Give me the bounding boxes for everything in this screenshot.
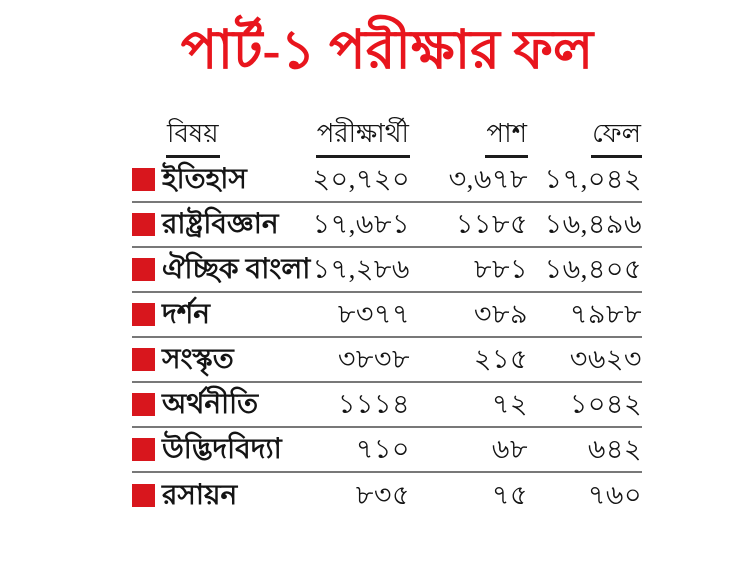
pass-value: ৩৮৯ bbox=[473, 299, 528, 329]
subject-cell: উদ্ভিদবিদ্যা bbox=[132, 433, 292, 465]
table-header-row: বিষয় পরীক্ষার্থী পাশ ফেল bbox=[132, 110, 642, 158]
subject-cell: দর্শন bbox=[132, 298, 292, 330]
subject-label: সংস্কৃত bbox=[162, 343, 234, 375]
examinees-value: ৭১০ bbox=[355, 434, 410, 464]
column-header-subject-label: বিষয় bbox=[166, 120, 220, 158]
fail-value: ৬৪২ bbox=[587, 434, 642, 464]
red-square-bullet-icon bbox=[132, 213, 155, 236]
subject-label: ঐচ্ছিক বাংলা bbox=[162, 253, 311, 285]
pass-value: ৩,৬৭৮ bbox=[448, 164, 528, 194]
fail-value: ১৬,৪০৫ bbox=[544, 254, 642, 284]
column-header-examinees: পরীক্ষার্থী bbox=[292, 119, 410, 158]
subject-label: রসায়ন bbox=[162, 479, 238, 511]
pass-value: ২১৫ bbox=[473, 344, 528, 374]
subject-cell: ইতিহাস bbox=[132, 163, 292, 195]
examinees-value: ১৭,৬৮১ bbox=[312, 209, 410, 239]
table-row: রসায়ন ৮৩৫ ৭৫ ৭৬০ bbox=[132, 473, 642, 518]
subject-label: উদ্ভিদবিদ্যা bbox=[162, 433, 282, 465]
examinees-value: ১১১৪ bbox=[337, 389, 410, 419]
table-row: অর্থনীতি ১১১৪ ৭২ ১০৪২ bbox=[132, 383, 642, 428]
red-square-bullet-icon bbox=[132, 484, 155, 507]
red-square-bullet-icon bbox=[132, 168, 155, 191]
subject-cell: ঐচ্ছিক বাংলা bbox=[132, 255, 310, 284]
fail-value: ৭৯৮৮ bbox=[569, 299, 642, 329]
fail-value: ১৭,০৪২ bbox=[544, 164, 642, 194]
subject-label: অর্থনীতি bbox=[162, 388, 259, 420]
pass-value: ৭২ bbox=[491, 389, 528, 419]
subject-cell: সংস্কৃত bbox=[132, 343, 292, 375]
red-square-bullet-icon bbox=[132, 258, 155, 281]
subject-label: রাষ্ট্রবিজ্ঞান bbox=[162, 208, 279, 240]
red-square-bullet-icon bbox=[132, 438, 155, 461]
red-square-bullet-icon bbox=[132, 303, 155, 326]
subject-label: দর্শন bbox=[162, 298, 210, 330]
examinees-value: ১৭,২৮৬ bbox=[312, 254, 410, 284]
subject-cell: রাষ্ট্রবিজ্ঞান bbox=[132, 208, 292, 240]
subject-cell: রসায়ন bbox=[132, 479, 292, 511]
pass-value: ৭৫ bbox=[491, 480, 528, 510]
fail-value: ১৬,৪৯৬ bbox=[544, 209, 642, 239]
fail-value: ১০৪২ bbox=[569, 389, 642, 419]
column-header-examinees-label: পরীক্ষার্থী bbox=[315, 120, 410, 158]
column-header-fail: ফেল bbox=[528, 119, 642, 158]
table-row: উদ্ভিদবিদ্যা ৭১০ ৬৮ ৬৪২ bbox=[132, 428, 642, 473]
examinees-value: ৮৩৭৭ bbox=[337, 299, 410, 329]
pass-value: ৬৮ bbox=[491, 434, 528, 464]
column-header-subject: বিষয় bbox=[132, 119, 292, 158]
examinees-value: ৮৩৫ bbox=[355, 480, 410, 510]
red-square-bullet-icon bbox=[132, 393, 155, 416]
examinees-value: ৩৮৩৮ bbox=[337, 344, 410, 374]
examinees-value: ২০,৭২০ bbox=[312, 164, 410, 194]
page-title: পার্ট-১ পরীক্ষার ফল bbox=[180, 20, 594, 80]
column-header-fail-label: ফেল bbox=[591, 120, 642, 158]
column-header-pass: পাশ bbox=[410, 119, 528, 158]
column-header-pass-label: পাশ bbox=[485, 120, 528, 158]
table-row: ইতিহাস ২০,৭২০ ৩,৬৭৮ ১৭,০৪২ bbox=[132, 158, 642, 203]
table-row: সংস্কৃত ৩৮৩৮ ২১৫ ৩৬২৩ bbox=[132, 338, 642, 383]
fail-value: ৩৬২৩ bbox=[569, 344, 642, 374]
results-table: বিষয় পরীক্ষার্থী পাশ ফেল ইতিহাস ২০,৭২০ … bbox=[132, 110, 642, 518]
red-square-bullet-icon bbox=[132, 348, 155, 371]
table-row: ঐচ্ছিক বাংলা ১৭,২৮৬ ৮৮১ ১৬,৪০৫ bbox=[132, 248, 642, 293]
pass-value: ৮৮১ bbox=[473, 254, 528, 284]
subject-cell: অর্থনীতি bbox=[132, 388, 292, 420]
subject-label: ইতিহাস bbox=[162, 163, 247, 195]
fail-value: ৭৬০ bbox=[587, 480, 642, 510]
pass-value: ১১৮৫ bbox=[455, 209, 528, 239]
table-row: দর্শন ৮৩৭৭ ৩৮৯ ৭৯৮৮ bbox=[132, 293, 642, 338]
table-row: রাষ্ট্রবিজ্ঞান ১৭,৬৮১ ১১৮৫ ১৬,৪৯৬ bbox=[132, 203, 642, 248]
